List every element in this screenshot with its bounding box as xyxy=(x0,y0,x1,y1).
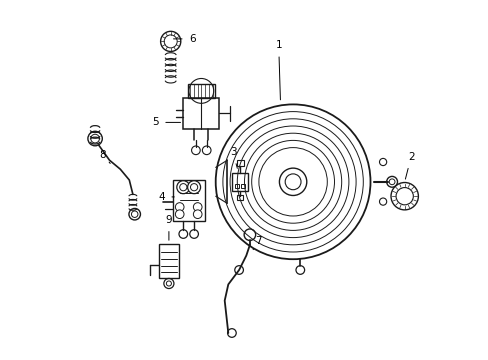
Circle shape xyxy=(193,203,202,211)
Circle shape xyxy=(177,181,189,194)
Circle shape xyxy=(187,181,200,194)
Bar xyxy=(172,180,204,221)
Text: 3: 3 xyxy=(229,147,237,168)
Bar xyxy=(235,184,239,188)
Text: 5: 5 xyxy=(152,117,180,127)
Circle shape xyxy=(279,168,306,195)
Text: 2: 2 xyxy=(405,152,414,179)
Bar xyxy=(241,184,244,188)
Text: 9: 9 xyxy=(165,215,172,240)
Bar xyxy=(159,244,179,278)
Circle shape xyxy=(175,203,183,211)
Text: 7: 7 xyxy=(253,236,261,249)
Bar xyxy=(237,195,243,200)
Text: 4: 4 xyxy=(158,192,174,202)
Bar xyxy=(187,84,214,98)
Bar xyxy=(232,173,247,191)
Bar xyxy=(236,160,244,166)
Text: 6: 6 xyxy=(173,34,195,44)
Text: 1: 1 xyxy=(275,40,282,100)
Circle shape xyxy=(175,210,183,219)
Text: 8: 8 xyxy=(100,150,110,163)
Circle shape xyxy=(193,210,202,219)
Bar xyxy=(183,98,219,129)
